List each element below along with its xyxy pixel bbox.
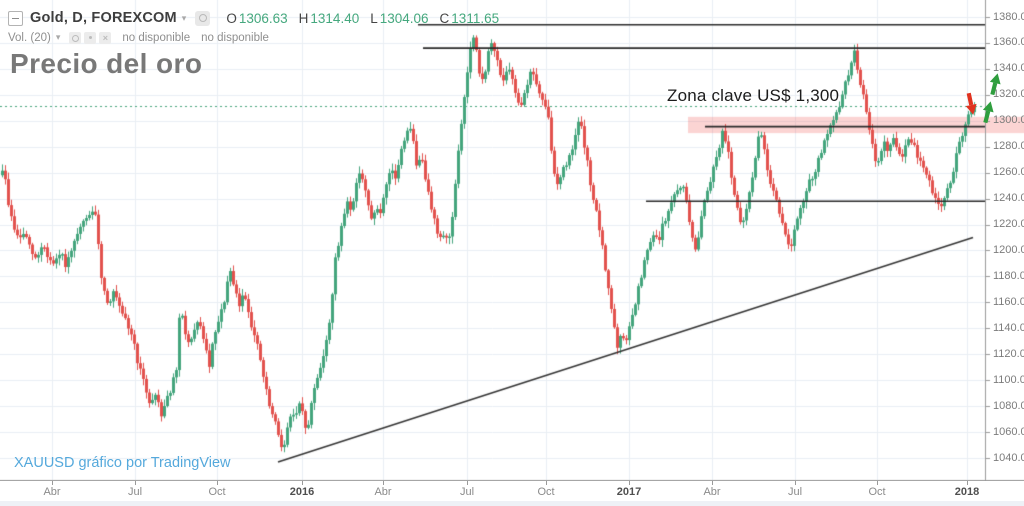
price-tick-label: 1080.00 bbox=[993, 399, 1024, 412]
time-tick-label: Abr bbox=[703, 486, 721, 498]
open-label: O bbox=[226, 10, 237, 26]
time-tick bbox=[629, 481, 630, 485]
time-tick bbox=[302, 481, 303, 485]
symbol-title[interactable]: Gold, D, FOREXCOM bbox=[30, 10, 177, 26]
time-tick-label: 2016 bbox=[289, 486, 315, 498]
price-tick-label: 1220.00 bbox=[993, 218, 1024, 231]
price-tick-label: 1040.00 bbox=[993, 451, 1024, 464]
price-axis[interactable]: 1380.00 1360.00 1340.00 1320.00 1300.00 1280.… bbox=[986, 0, 1024, 481]
time-tick bbox=[546, 481, 547, 485]
close-icon[interactable]: × bbox=[99, 31, 112, 44]
close-value: 1311.65 bbox=[451, 10, 500, 26]
time-tick-label: 2018 bbox=[954, 486, 980, 498]
time-tick bbox=[795, 481, 796, 485]
time-tick-label: Oct bbox=[868, 486, 886, 498]
indicator-value-2: no disponible bbox=[201, 31, 269, 44]
indicator-value-1: no disponible bbox=[122, 31, 191, 44]
time-tick bbox=[383, 481, 384, 485]
series-style-icon[interactable] bbox=[195, 10, 211, 26]
price-tick-label: 1240.00 bbox=[993, 192, 1024, 205]
chevron-down-icon[interactable]: ▾ bbox=[181, 12, 187, 23]
chevron-down-icon[interactable]: ▾ bbox=[55, 32, 61, 42]
price-tick-label: 1160.00 bbox=[993, 295, 1024, 308]
price-tick-label: 1300.00 bbox=[993, 114, 1024, 127]
close-label: C bbox=[439, 10, 450, 26]
time-tick bbox=[217, 481, 218, 485]
price-tick-label: 1140.00 bbox=[993, 321, 1024, 334]
visibility-icon[interactable] bbox=[69, 31, 82, 44]
price-tick-label: 1340.00 bbox=[993, 62, 1024, 75]
price-tick-label: 1060.00 bbox=[993, 425, 1024, 438]
page-title: Precio del oro bbox=[10, 48, 203, 79]
key-zone-label[interactable]: Zona clave US$ 1,300 bbox=[667, 86, 840, 105]
indicator-name[interactable]: Vol. (20) bbox=[8, 31, 51, 44]
time-tick-label: Oct bbox=[537, 486, 555, 498]
price-tick-label: 1200.00 bbox=[993, 243, 1024, 256]
time-tick-label: Jul bbox=[459, 486, 475, 498]
high-label: H bbox=[298, 10, 309, 26]
time-tick-label: Jul bbox=[787, 486, 803, 498]
settings-icon[interactable] bbox=[84, 31, 97, 44]
time-tick bbox=[467, 481, 468, 485]
price-tick-label: 1180.00 bbox=[993, 269, 1024, 282]
price-tick-label: 1120.00 bbox=[993, 347, 1024, 360]
price-tick-label: 1280.00 bbox=[993, 140, 1024, 153]
legend-collapse-icon[interactable] bbox=[8, 10, 23, 26]
time-tick bbox=[712, 481, 713, 485]
chart-canvas[interactable] bbox=[0, 0, 1024, 481]
price-tick-label: 1100.00 bbox=[993, 373, 1024, 386]
attribution-link[interactable]: XAUUSD gráfico por TradingView bbox=[14, 455, 231, 471]
time-tick-label: 2017 bbox=[616, 486, 642, 498]
time-tick bbox=[135, 481, 136, 485]
time-axis[interactable]: Abr Jul Oct 2016 Abr Jul Oct 2017 Abr Jul Oct 2018 bbox=[0, 481, 1024, 506]
price-tick-label: 1320.00 bbox=[993, 88, 1024, 101]
axis-bottom-strip bbox=[0, 501, 1024, 506]
price-tick-label: 1380.00 bbox=[993, 10, 1024, 23]
time-tick-label: Abr bbox=[43, 486, 61, 498]
low-value: 1304.06 bbox=[379, 10, 429, 26]
open-value: 1306.63 bbox=[238, 10, 288, 26]
price-tick-label: 1360.00 bbox=[993, 36, 1024, 49]
time-tick bbox=[877, 481, 878, 485]
time-tick-label: Jul bbox=[127, 486, 143, 498]
time-tick-label: Abr bbox=[374, 486, 392, 498]
low-label: L bbox=[370, 10, 378, 26]
time-tick-label: Oct bbox=[208, 486, 226, 498]
time-tick bbox=[967, 481, 968, 485]
high-value: 1314.40 bbox=[310, 10, 360, 26]
price-tick-label: 1260.00 bbox=[993, 166, 1024, 179]
ohlc-readout: O 1306.63 H 1314.40 L 1304.06 C 1311.65 bbox=[226, 11, 499, 26]
time-tick bbox=[52, 481, 53, 485]
